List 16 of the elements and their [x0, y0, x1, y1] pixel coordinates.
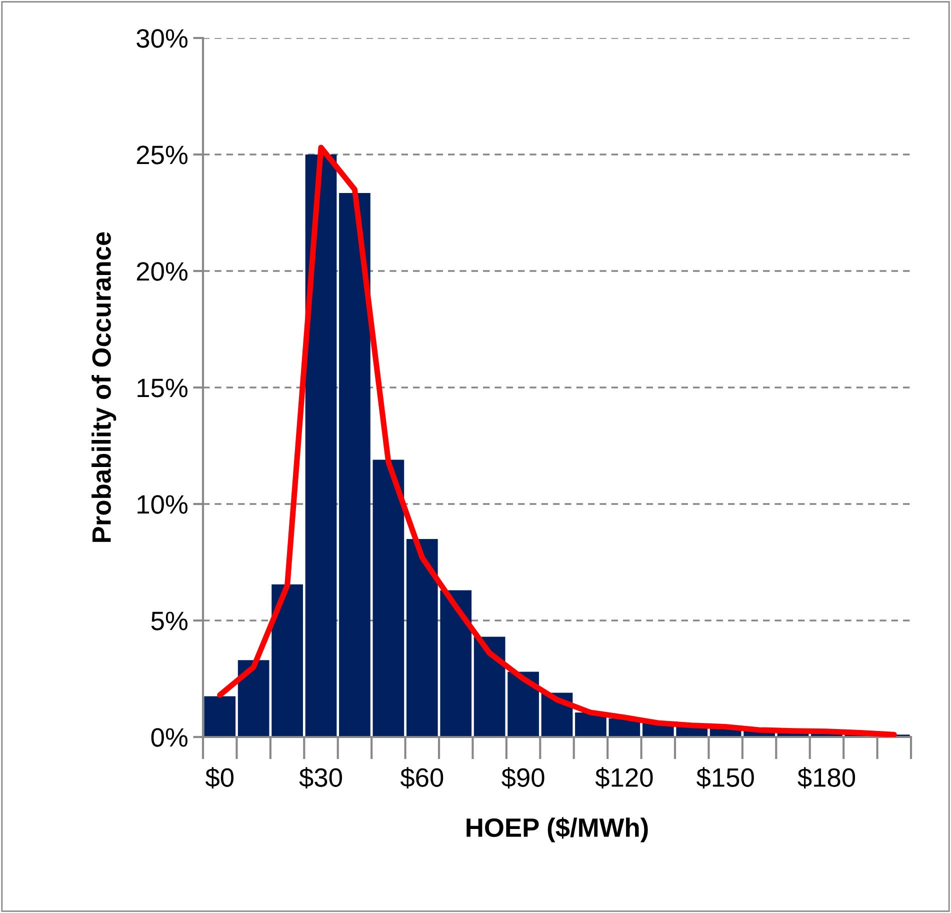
y-tick-label: 5% [151, 612, 188, 630]
x-tick-label: $120 [595, 767, 653, 789]
y-tick-label: 30% [136, 29, 188, 48]
x-tick-label: $90 [502, 767, 544, 789]
y-tick-label: 25% [136, 146, 188, 164]
x-tick-label: $180 [798, 767, 856, 789]
x-tick-label: $150 [696, 767, 754, 789]
x-axis-title: HOEP ($/MWh) [466, 817, 648, 842]
x-tick-label: $30 [299, 767, 342, 789]
y-tick-label: 20% [136, 262, 188, 281]
y-axis-title: Probability of Occurance [92, 232, 116, 542]
x-tick-label: $60 [400, 767, 444, 789]
y-tick-label: 0% [151, 728, 188, 747]
y-tick-label: 10% [138, 495, 188, 514]
y-tick-label: 15% [138, 378, 188, 398]
x-tick-label: $0 [205, 767, 234, 789]
